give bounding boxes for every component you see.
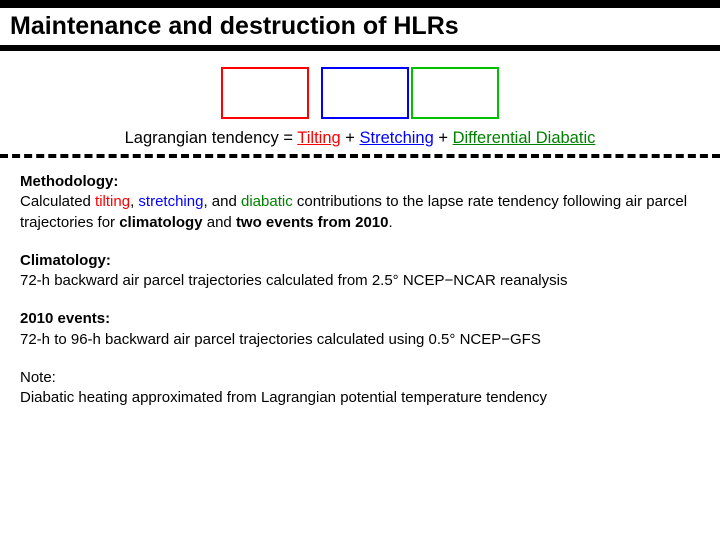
events-section: 2010 events: 72-h to 96-h backward air p… (20, 309, 700, 350)
content-area: Methodology: Calculated tilting, stretch… (0, 158, 720, 408)
events-body: 72-h to 96-h backward air parcel traject… (20, 330, 700, 350)
methodology-tilting: tilting (95, 193, 130, 210)
note-head: Note: (20, 368, 700, 388)
methodology-sep2: , and (203, 193, 241, 210)
climatology-head: Climatology: (20, 251, 700, 271)
events-head: 2010 events: (20, 309, 700, 329)
equation-tilting: Tilting (297, 129, 340, 147)
methodology-diabatic: diabatic (241, 193, 293, 210)
methodology-end: . (389, 214, 393, 231)
equation-stretching: Stretching (359, 129, 433, 147)
top-bar (0, 0, 720, 8)
methodology-stretching: stretching (138, 193, 203, 210)
methodology-and: and (203, 214, 236, 231)
equation-plus2: + (434, 129, 453, 147)
equation-plus1: + (341, 129, 360, 147)
equation-lhs: Lagrangian tendency (125, 129, 279, 147)
color-boxes-row (0, 67, 720, 119)
climatology-section: Climatology: 72-h backward air parcel tr… (20, 251, 700, 292)
tilting-box (221, 67, 309, 119)
methodology-section: Methodology: Calculated tilting, stretch… (20, 172, 700, 233)
methodology-head: Methodology: (20, 172, 700, 192)
title-underline (0, 45, 720, 51)
note-section: Note: Diabatic heating approximated from… (20, 368, 700, 409)
equation-line: Lagrangian tendency = Tilting + Stretchi… (0, 129, 720, 148)
methodology-body: Calculated tilting, stretching, and diab… (20, 192, 700, 233)
diabatic-box (411, 67, 499, 119)
methodology-pre: Calculated (20, 193, 95, 210)
note-body: Diabatic heating approximated from Lagra… (20, 388, 700, 408)
methodology-climatology: climatology (119, 214, 202, 231)
page-title: Maintenance and destruction of HLRs (0, 8, 720, 45)
climatology-body: 72-h backward air parcel trajectories ca… (20, 271, 700, 291)
methodology-events: two events from 2010 (236, 214, 389, 231)
equation-eq: = (279, 129, 298, 147)
equation-diabatic: Differential Diabatic (453, 129, 596, 147)
stretching-box (321, 67, 409, 119)
